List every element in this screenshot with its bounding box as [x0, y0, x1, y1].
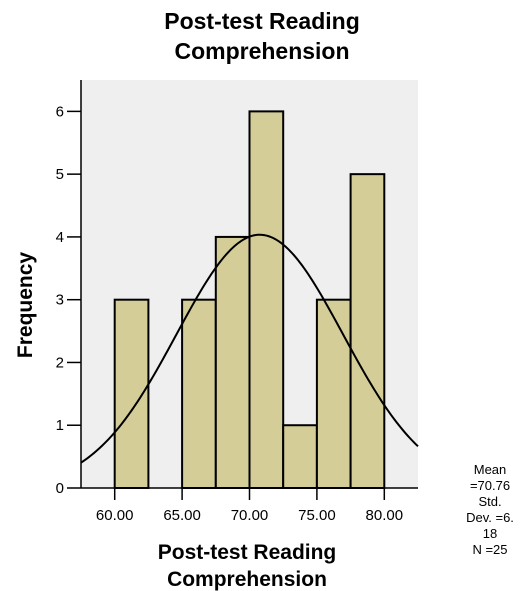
- chart-title-line-1: Post-test Reading: [164, 8, 360, 34]
- normal-curve: [80, 233, 419, 464]
- y-tick-label: 1: [56, 417, 64, 434]
- histogram-bar: [282, 424, 318, 490]
- x-tick-label: 70.00: [231, 507, 269, 524]
- y-tick-label: 0: [56, 480, 64, 497]
- y-tick-label: 3: [56, 292, 64, 309]
- x-tick-label: 80.00: [366, 507, 404, 524]
- histogram-bars: [113, 110, 386, 490]
- histogram-bar: [248, 110, 285, 489]
- y-tick-label: 6: [56, 103, 64, 120]
- x-tick-label: 75.00: [298, 507, 336, 524]
- histogram-bar: [181, 298, 217, 490]
- histogram-bar: [315, 298, 352, 490]
- x-tick-label: 65.00: [163, 507, 201, 524]
- chart-title-line-2: Comprehension: [174, 38, 349, 64]
- x-axis-label-line-2: Comprehension: [167, 568, 327, 591]
- y-tick-label: 5: [56, 166, 64, 183]
- x-axis-label-line-1: Post-test Reading: [158, 541, 337, 564]
- stat-line: Mean: [474, 462, 507, 477]
- y-tick-label: 2: [56, 354, 64, 371]
- stat-line: =70.76: [470, 478, 510, 493]
- x-axis: 60.00 65.00 70.00 75.00 80.00: [81, 487, 418, 524]
- x-tick-label: 60.00: [96, 507, 134, 524]
- stat-line: N =25: [472, 542, 507, 557]
- y-axis-label: Frequency: [14, 252, 37, 359]
- stat-line: Dev. =6.: [466, 510, 514, 525]
- y-tick-label: 4: [56, 229, 64, 246]
- histogram-bar: [349, 173, 386, 489]
- stat-line: 18: [483, 526, 497, 541]
- y-axis: 0 1 2 3 4 5 6: [56, 80, 82, 497]
- stat-line: Std.: [478, 494, 501, 509]
- histogram-bar: [214, 235, 251, 489]
